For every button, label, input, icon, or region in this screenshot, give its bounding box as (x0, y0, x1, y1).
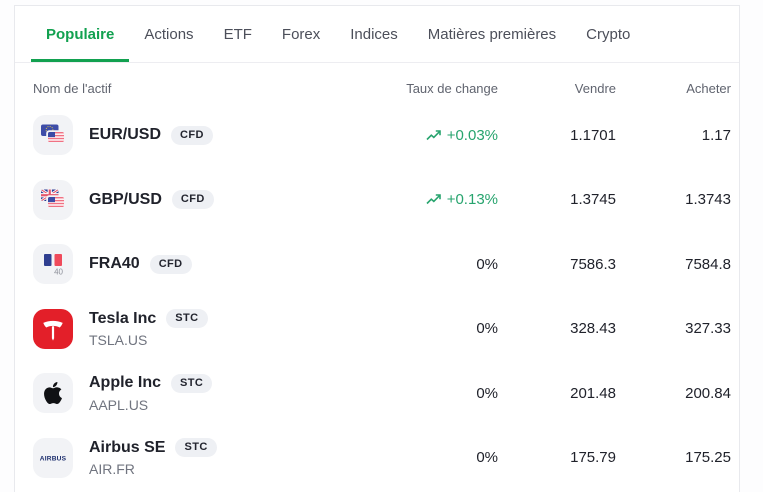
tab-forex[interactable]: Forex (281, 25, 321, 43)
sell-price: 1.1701 (570, 126, 616, 144)
asset-name: Apple Inc (89, 374, 162, 392)
table-row-apple[interactable]: Apple Inc STC AAPL.US 0% 201.48 200.84 (15, 361, 739, 426)
instruments-panel: Populaire Actions ETF Forex Indices Mati… (14, 5, 740, 492)
asset-ticker: TSLA.US (89, 332, 148, 349)
column-header-change: Taux de change (406, 81, 498, 96)
instrument-type-badge: CFD (149, 254, 192, 274)
buy-price: 200.84 (685, 384, 731, 402)
sell-price: 1.3745 (570, 191, 616, 209)
column-header-sell: Vendre (574, 81, 616, 96)
asset-name: FRA40 (89, 255, 140, 273)
buy-price: 1.3743 (685, 191, 731, 209)
asset-name: Tesla Inc (89, 309, 157, 327)
change-cell: +0.03% (345, 127, 498, 144)
instrument-type-badge: STC (175, 438, 217, 458)
tab-etf[interactable]: ETF (223, 25, 252, 43)
instrument-type-badge: STC (166, 309, 208, 329)
trend-up-icon (426, 129, 441, 140)
asset-name: EUR/USD (89, 126, 162, 144)
table-row-gbp-usd[interactable]: GBP/USD CFD +0.13% 1.3745 1.3743 (15, 168, 739, 233)
airbus-logo-icon: AIRBUS (33, 437, 73, 478)
table-header: Nom de l'actif Taux de change Vendre Ach… (15, 63, 739, 103)
instrument-type-badge: CFD (171, 190, 214, 210)
change-cell: 0% (476, 449, 498, 467)
change-cell: 0% (476, 384, 498, 402)
table-row-fra40[interactable]: 40 FRA40 CFD 0% 7586.3 7584.8 (15, 232, 739, 297)
tab-crypto[interactable]: Crypto (586, 25, 631, 43)
change-cell: 0% (476, 255, 498, 273)
tab-actions[interactable]: Actions (144, 25, 194, 43)
buy-price: 7584.8 (685, 255, 731, 273)
column-header-name: Nom de l'actif (33, 81, 112, 96)
tab-matieres-premieres[interactable]: Matières premières (427, 25, 557, 43)
asset-name: GBP/USD (89, 190, 162, 208)
table-row-airbus[interactable]: AIRBUS Airbus SE STC AIR.FR 0% 175.79 17… (15, 426, 739, 491)
asset-ticker: AIR.FR (89, 461, 135, 478)
asset-ticker: AAPL.US (89, 396, 149, 413)
instrument-type-badge: CFD (171, 125, 213, 145)
column-header-buy: Acheter (686, 81, 731, 96)
gbp-usd-flags-icon (33, 179, 73, 220)
instrument-type-badge: STC (171, 373, 213, 393)
buy-price: 327.33 (685, 320, 731, 338)
svg-text:40: 40 (54, 268, 63, 277)
sell-price: 175.79 (570, 449, 616, 467)
france-flag-40-icon: 40 (33, 244, 73, 285)
asset-name: Airbus SE (89, 438, 166, 456)
change-cell: +0.13% (345, 191, 498, 208)
table-row-tesla[interactable]: Tesla Inc STC TSLA.US 0% 328.43 327.33 (15, 297, 739, 362)
category-tab-bar: Populaire Actions ETF Forex Indices Mati… (15, 6, 739, 63)
tesla-logo-icon (33, 308, 73, 349)
buy-price: 1.17 (701, 126, 731, 144)
apple-logo-icon (33, 373, 73, 414)
tab-populaire[interactable]: Populaire (31, 6, 130, 62)
table-row-eur-usd[interactable]: EUR/USD CFD +0.03% 1.1701 1.17 (15, 103, 739, 168)
sell-price: 201.48 (570, 384, 616, 402)
buy-price: 175.25 (685, 449, 731, 467)
eur-usd-flags-icon (33, 115, 73, 156)
tab-indices[interactable]: Indices (350, 25, 398, 43)
sell-price: 328.43 (570, 320, 616, 338)
svg-text:AIRBUS: AIRBUS (40, 455, 67, 462)
change-cell: 0% (476, 320, 498, 338)
sell-price: 7586.3 (570, 255, 616, 273)
trend-up-icon (426, 194, 441, 205)
